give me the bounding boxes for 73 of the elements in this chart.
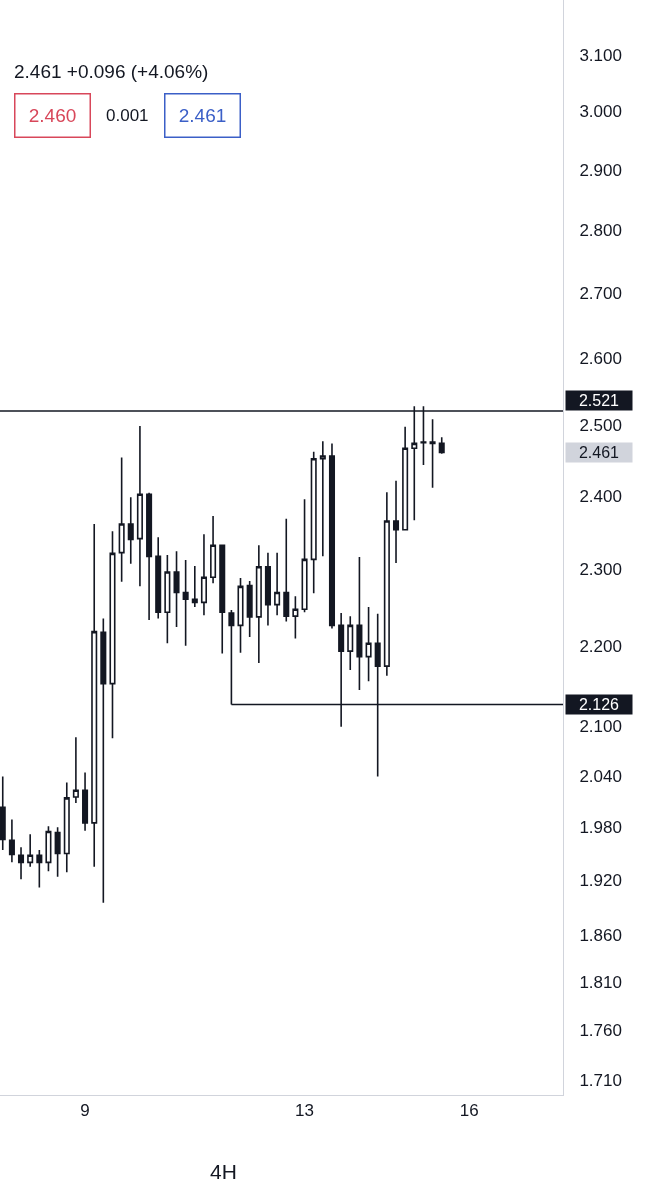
text: 2.461 (578, 444, 620, 461)
y-tick-label: 1.760 (579, 1021, 622, 1041)
y-tick-label: 2.300 (579, 560, 622, 579)
candlestick (164, 554, 171, 645)
candlestick (100, 617, 107, 904)
candlestick (36, 849, 43, 889)
annotation: 2.460 (28, 105, 77, 126)
y-tick-label: 2.800 (579, 221, 622, 241)
candlestick (383, 491, 390, 677)
candlestick (8, 818, 15, 864)
candlestick (136, 425, 143, 588)
candlestick (402, 425, 409, 532)
x-tick-label: 16 (459, 1101, 479, 1121)
candlestick (365, 606, 372, 683)
candlestick (45, 825, 52, 873)
candlestick (429, 418, 436, 489)
candlestick (264, 551, 271, 627)
candlestick (319, 440, 326, 558)
candlestick (27, 833, 34, 868)
candlestick (191, 565, 198, 608)
candlestick (283, 518, 290, 623)
candlestick (301, 498, 308, 614)
candlestick (91, 523, 98, 868)
candlestick (392, 479, 400, 564)
candlestick (219, 543, 226, 655)
candlestick (210, 515, 217, 585)
y-tick-label: 2.040 (579, 766, 622, 786)
y-tick-label: 2.500 (579, 416, 622, 436)
y-tick-label: 3.100 (579, 45, 622, 65)
candlestick (200, 533, 207, 617)
x-tick-label: 9 (80, 1101, 90, 1121)
candlestick (255, 544, 262, 664)
y-tick-label: 2.100 (579, 716, 622, 736)
y-tick-label: 2.400 (579, 486, 622, 506)
candlestick (72, 736, 79, 804)
candlestick (237, 577, 244, 654)
y-tick-label: 2.600 (579, 348, 622, 368)
annotation: 2.461 (178, 105, 227, 126)
y-tick-label: 2.200 (579, 636, 622, 656)
y-tick-label: 3.000 (579, 102, 622, 122)
y-tick-label: 2.900 (579, 160, 622, 180)
text: 4H (210, 1160, 237, 1183)
candlestick (347, 615, 354, 671)
candlestick (173, 550, 180, 628)
candlestick (310, 450, 317, 594)
y-tick-label: 2.700 (579, 283, 622, 303)
y-tick-label: 1.710 (579, 1070, 622, 1090)
candlestick (438, 436, 445, 455)
candlestick (17, 846, 25, 881)
candlestick (274, 551, 281, 617)
candlestick (82, 771, 89, 832)
y-tick-label: 1.920 (579, 871, 622, 891)
candlestick (0, 775, 6, 851)
y-tick-label: 1.810 (579, 972, 622, 992)
y-tick-label: 1.980 (579, 818, 622, 838)
candlestick (292, 595, 299, 640)
candlestick (127, 496, 134, 565)
candlestick (155, 536, 162, 620)
candlestick (328, 442, 336, 630)
candlestick (146, 492, 153, 621)
x-tick-label: 13 (295, 1101, 315, 1121)
series-label: 2.126 (578, 696, 620, 713)
annotation: 2.461 +0.096 (+4.06%) (14, 61, 209, 82)
candlestick (63, 781, 70, 873)
candlestick (109, 530, 116, 739)
candlestick (246, 580, 253, 638)
candlestick (182, 559, 189, 647)
ref-line-label: 2.521 (578, 392, 620, 409)
annotation: 0.001 (106, 106, 149, 125)
y-tick-label: 1.860 (579, 925, 622, 945)
candlestick (356, 556, 363, 691)
candlestick (118, 456, 125, 583)
candlestick (54, 826, 61, 878)
